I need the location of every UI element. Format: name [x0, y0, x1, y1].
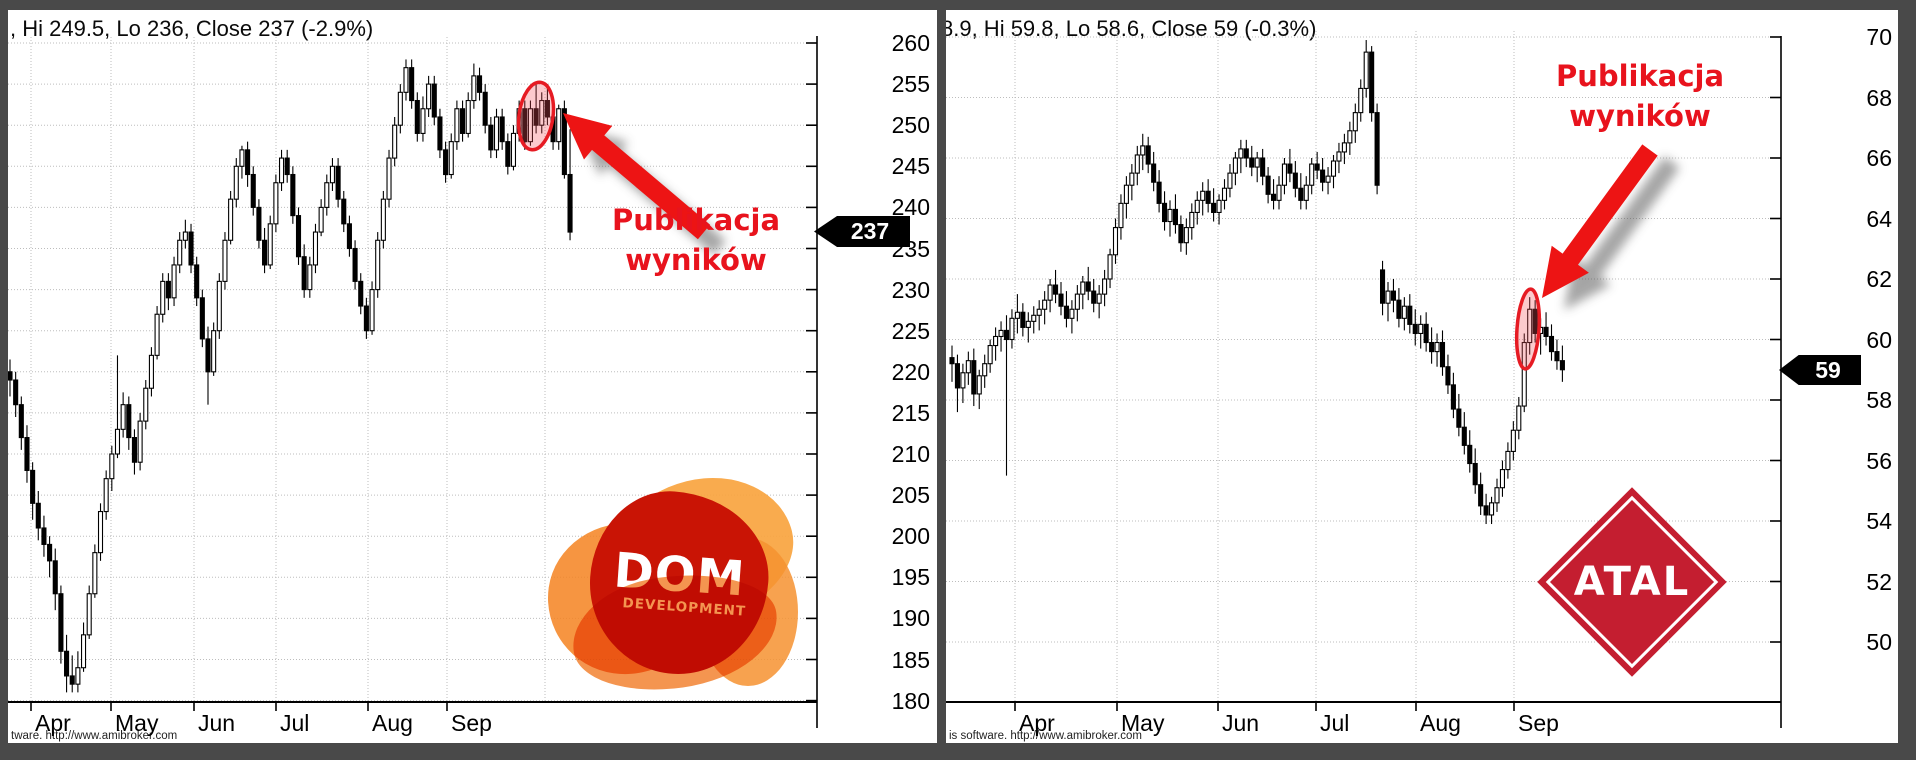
chart-panel-dom-development: , Hi 249.5, Lo 236, Close 237 (-2.9%) 23…: [8, 10, 937, 743]
month-axis-label: Apr: [1019, 710, 1055, 736]
price-axis-label: 200: [891, 523, 930, 550]
red-arrow: [563, 113, 711, 240]
candlestick-plot-dom: [8, 36, 818, 728]
price-axis-label: 225: [891, 317, 930, 344]
price-axis-label: 68: [1866, 84, 1892, 111]
last-price-tag-atal: 59: [1779, 355, 1861, 385]
price-axis-label: 235: [891, 235, 930, 262]
price-axis-label: 180: [891, 687, 930, 714]
month-axis-label: Sep: [1518, 710, 1559, 736]
price-axis-label: 250: [891, 112, 930, 139]
month-axis-label: Jul: [280, 710, 310, 736]
candles: [8, 59, 573, 693]
price-axis-label: 255: [891, 71, 930, 98]
price-axis-label: 210: [891, 441, 930, 467]
month-axis-label: Jun: [198, 710, 236, 736]
annotation-line2: wyników: [625, 243, 767, 277]
month-axis-label: Jun: [1222, 710, 1260, 736]
price-axis-label: 54: [1866, 508, 1892, 534]
price-axis-label: 215: [891, 399, 930, 426]
month-axis-label: Aug: [372, 710, 413, 736]
price-axis-label: 260: [891, 30, 930, 56]
month-axis-label: Sep: [451, 710, 492, 736]
arrow-shadow: [1564, 156, 1680, 310]
price-axis-label: 230: [891, 276, 930, 303]
price-axis-label: 60: [1866, 326, 1892, 353]
candlestick-plot-atal: [946, 31, 1782, 728]
price-axis-label: 52: [1866, 568, 1892, 595]
annotation-publikacja-wynikow-dom: Publikacja wyników: [612, 200, 780, 280]
month-axis-label: May: [115, 710, 159, 736]
month-axis-label: Aug: [1420, 710, 1461, 736]
price-axis-label: 64: [1866, 205, 1892, 232]
atal-logo: ATAL: [1537, 487, 1727, 677]
candles: [949, 40, 1565, 525]
month-axis-label: Apr: [35, 710, 71, 736]
month-axis-label: Jul: [1320, 710, 1350, 736]
last-price-tag-dom: 237: [814, 216, 910, 247]
chart-title-atal: 8.9, Hi 59.8, Lo 58.6, Close 59 (-0.3%): [946, 16, 1317, 41]
price-axis-label: 240: [891, 194, 930, 221]
annotation-line2: wyników: [1569, 99, 1711, 133]
price-axis-label: 62: [1866, 266, 1892, 292]
price-axis-label: 220: [891, 358, 930, 385]
price-axis-label: 205: [891, 482, 930, 509]
month-axis-label: May: [1121, 710, 1165, 736]
red-arrow: [1542, 144, 1658, 298]
annotation-line1: Publikacja: [1555, 59, 1725, 93]
price-axis-label: 185: [891, 646, 930, 673]
annotation-line1: Publikacja: [611, 203, 781, 237]
highlight-ellipse: [516, 80, 556, 152]
price-axis-label: 70: [1866, 24, 1892, 50]
price-axis-label: 56: [1866, 447, 1892, 474]
amibroker-watermark-left: tware. http://www.amibroker.com: [11, 730, 178, 742]
dom-development-logo: DOM DEVELOPMENT: [538, 459, 809, 702]
chart-panel-atal: 8.9, Hi 59.8, Lo 58.6, Close 59 (-0.3%) …: [946, 10, 1898, 743]
price-axis-label: 245: [891, 153, 930, 180]
chart-title-dom: , Hi 249.5, Lo 236, Close 237 (-2.9%): [10, 16, 374, 41]
highlight-ellipse: [1514, 287, 1542, 371]
price-axis-label: 58: [1866, 387, 1892, 413]
amibroker-watermark-right: is software. http://www.amibroker.com: [949, 730, 1143, 742]
annotation-publikacja-wynikow-atal: Publikacja wyników: [1556, 56, 1724, 136]
atal-logo-text: ATAL: [1573, 559, 1691, 605]
price-axis-label: 66: [1866, 145, 1892, 171]
price-axis-label: 195: [891, 564, 930, 591]
price-axis-label: 50: [1866, 629, 1892, 655]
price-axis-label: 190: [891, 605, 930, 632]
